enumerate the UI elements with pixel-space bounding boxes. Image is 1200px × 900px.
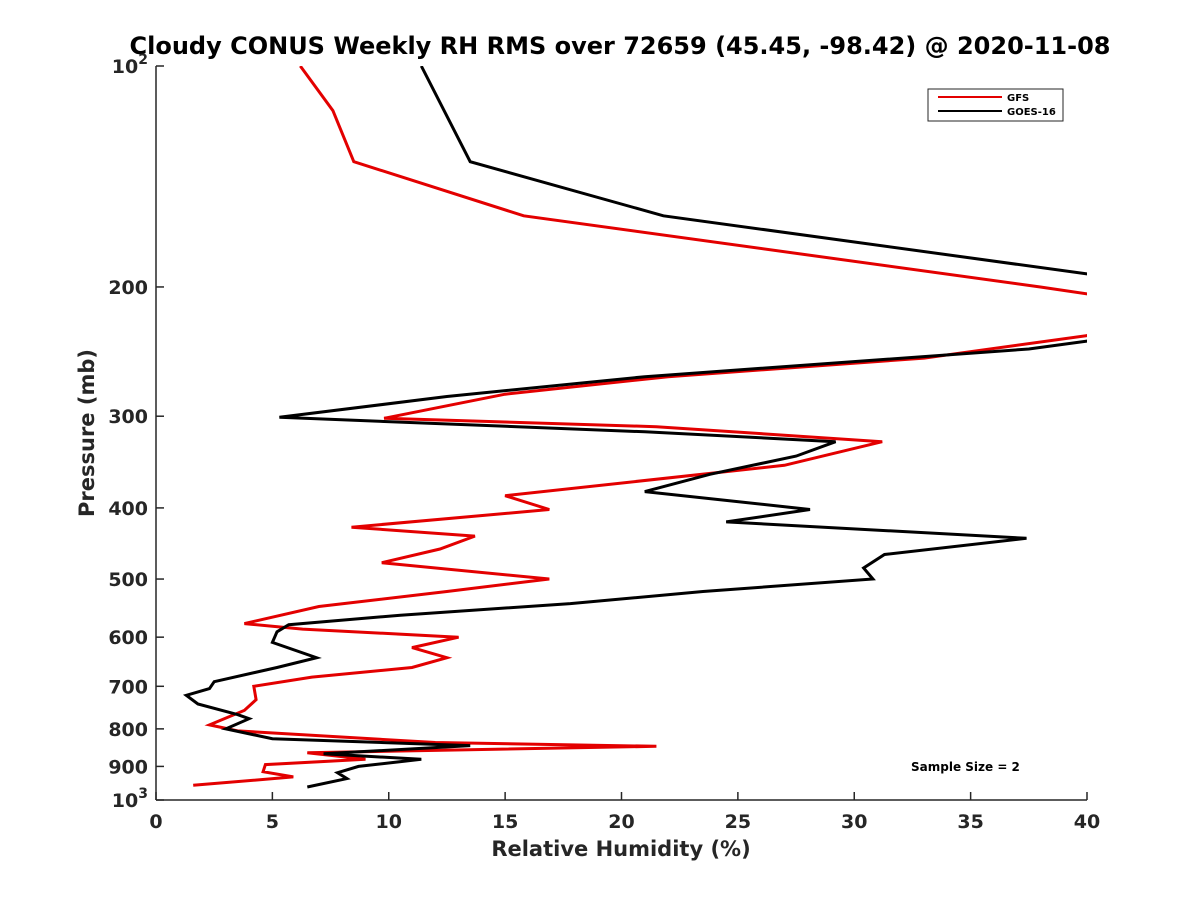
plot-area: 0 5 10 15 20 25 30 35 40 102 200 300 400 500 600 700 80… (108, 52, 1100, 833)
legend-label-gfs: GFS (1007, 93, 1029, 104)
y-tick-label: 400 (108, 498, 148, 520)
y-tick-label: 900 (108, 756, 148, 778)
y-tick-label: 700 (108, 676, 148, 698)
legend-box (927, 88, 1064, 122)
x-axis-label: Relative Humidity (%) (491, 837, 750, 861)
y-tick-label: 600 (108, 627, 148, 649)
y-tick-label: 200 (108, 277, 148, 299)
sample-size-annotation: Sample Size = 2 (911, 760, 1020, 774)
x-tick-label: 15 (492, 811, 518, 833)
series-line-gfs (193, 66, 1087, 787)
y-tick-label: 500 (108, 569, 148, 591)
x-tick-label: 30 (841, 811, 867, 833)
x-tick-label: 10 (376, 811, 402, 833)
x-tick-label: 35 (957, 811, 983, 833)
x-tick-label: 20 (608, 811, 634, 833)
y-axis-label: Pressure (mb) (75, 349, 99, 517)
x-tick-label: 0 (149, 811, 162, 833)
y-tick-label: 300 (108, 406, 148, 428)
y-tick-label: 800 (108, 719, 148, 741)
x-tick-label: 25 (725, 811, 751, 833)
y-tick-label: 103 (112, 786, 148, 812)
legend-label-goes16: GOES-16 (1007, 107, 1056, 118)
x-tick-label: 5 (266, 811, 279, 833)
x-tick-label: 40 (1074, 811, 1100, 833)
y-tick-label: 102 (112, 52, 148, 78)
chart-title: Cloudy CONUS Weekly RH RMS over 72659 (4… (130, 32, 1111, 60)
legend: GFS GOES-16 (927, 88, 1064, 122)
